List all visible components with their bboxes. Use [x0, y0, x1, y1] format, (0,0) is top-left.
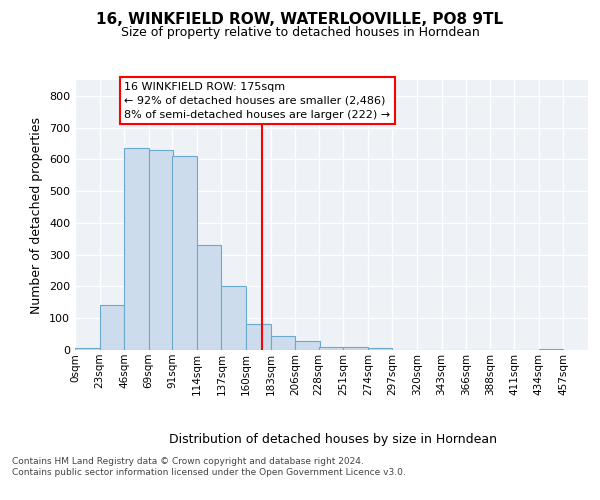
- Bar: [124, 148, 149, 350]
- Text: Contains HM Land Registry data © Crown copyright and database right 2024.
Contai: Contains HM Land Registry data © Crown c…: [12, 458, 406, 477]
- Bar: [197, 245, 221, 350]
- Text: Size of property relative to detached houses in Horndean: Size of property relative to detached ho…: [121, 26, 479, 39]
- Text: 16 WINKFIELD ROW: 175sqm
← 92% of detached houses are smaller (2,486)
8% of semi: 16 WINKFIELD ROW: 175sqm ← 92% of detach…: [124, 82, 390, 120]
- Bar: [221, 286, 246, 350]
- Bar: [295, 342, 320, 350]
- Text: 16, WINKFIELD ROW, WATERLOOVILLE, PO8 9TL: 16, WINKFIELD ROW, WATERLOOVILLE, PO8 9T…: [97, 12, 503, 28]
- Bar: [343, 346, 368, 350]
- Bar: [100, 304, 124, 350]
- Bar: [539, 349, 563, 350]
- Bar: [368, 348, 392, 350]
- Bar: [172, 156, 197, 350]
- Bar: [149, 150, 173, 350]
- Bar: [319, 347, 343, 350]
- Bar: [75, 348, 100, 350]
- Bar: [246, 324, 271, 350]
- Text: Distribution of detached houses by size in Horndean: Distribution of detached houses by size …: [169, 432, 497, 446]
- Bar: [271, 336, 295, 350]
- Y-axis label: Number of detached properties: Number of detached properties: [31, 116, 43, 314]
